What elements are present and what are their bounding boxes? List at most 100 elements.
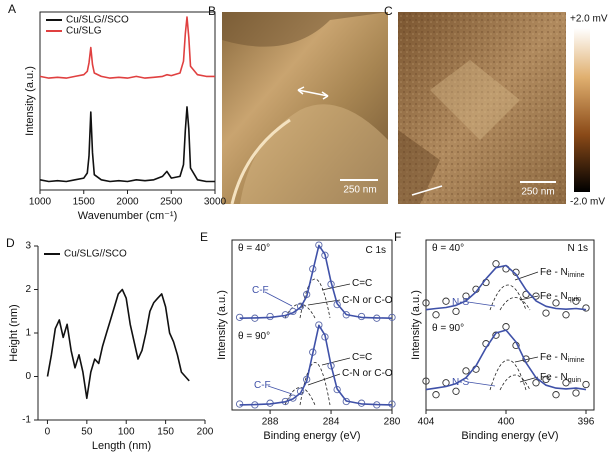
- data-point: [235, 400, 244, 408]
- x-tick-label: 0: [45, 427, 51, 438]
- panel-label: E: [200, 230, 208, 244]
- scale-bar-label: 250 nm: [521, 187, 554, 198]
- data-point: [462, 367, 470, 375]
- annotation-text: Fe - N: [540, 352, 568, 363]
- pointer: [321, 357, 351, 366]
- data-point: [562, 379, 570, 387]
- annotation: C=C: [352, 278, 372, 289]
- x-tick-label: 280: [384, 417, 401, 428]
- data-point: [289, 394, 297, 402]
- data-point: [452, 387, 460, 395]
- data-point: [552, 299, 560, 307]
- annotation-text: C-N or C-O: [342, 368, 393, 379]
- pointers: [264, 271, 539, 395]
- pointer: [519, 295, 539, 301]
- data-point: [235, 313, 244, 321]
- x-axis-label: Length (nm): [92, 440, 151, 452]
- x-tick-label: 404: [418, 417, 435, 428]
- annotation-text: θ = 90°: [432, 323, 464, 334]
- annotation: C 1s: [365, 245, 386, 256]
- colorbar-max: +2.0 mV: [570, 14, 608, 25]
- annotation: C-N or C-O: [342, 295, 393, 306]
- annotation-text: Fe - N: [540, 267, 568, 278]
- pointer: [519, 376, 539, 383]
- y-tick-label: 2: [25, 284, 31, 295]
- annotation-text: C 1s: [365, 245, 386, 256]
- y-axis-label: Intensity (a.u.): [24, 66, 36, 136]
- data-line: [239, 244, 393, 319]
- data-point: [296, 302, 305, 310]
- data-point: [296, 387, 305, 395]
- pointer: [307, 299, 341, 306]
- annotation-text: N 1s: [567, 243, 588, 254]
- annotation-text: Fe - N: [540, 291, 568, 302]
- data-point: [452, 307, 460, 316]
- component: [284, 387, 316, 406]
- component: [284, 303, 316, 319]
- data-point: [572, 297, 580, 305]
- component: [499, 374, 531, 391]
- domain: [430, 60, 520, 140]
- arrow-head: [297, 86, 329, 100]
- y-tick-label: 0: [25, 371, 31, 382]
- x-tick-label: 288: [262, 417, 279, 428]
- component: [489, 284, 527, 311]
- annotation-text: C=C: [352, 278, 372, 289]
- annotation: θ = 90°: [238, 331, 270, 342]
- colorbar-min: -2.0 mV: [570, 197, 605, 208]
- annotation: θ = 90°: [432, 323, 464, 334]
- pointer: [307, 373, 341, 386]
- data-line: [46, 288, 190, 400]
- x-axis-label: Wavenumber (cm⁻¹): [78, 210, 178, 222]
- panel-label: F: [394, 230, 401, 244]
- annotation-text: θ = 40°: [238, 243, 270, 254]
- annotation-subscript: imine: [568, 272, 585, 279]
- ridge: [230, 118, 291, 205]
- data-point: [582, 380, 590, 389]
- data-point: [542, 309, 550, 317]
- component: [489, 359, 527, 391]
- annotation: θ = 40°: [238, 243, 270, 254]
- component: [299, 278, 331, 319]
- annotation: N 1s: [567, 243, 588, 254]
- data-point: [432, 311, 440, 319]
- annotation-text: Fe - N: [540, 372, 568, 383]
- data-point: [582, 304, 590, 312]
- afm-image-b: 250 nm B: [208, 4, 388, 205]
- x-tick-label: 1000: [29, 197, 52, 208]
- data-point: [422, 377, 430, 385]
- data-point: [422, 299, 430, 307]
- x-tick-label: 50: [81, 427, 93, 438]
- annotation: Fe - Nimine: [540, 267, 585, 279]
- data-line: [425, 329, 587, 391]
- x-tick-label: 2000: [116, 197, 139, 208]
- pointer: [321, 283, 351, 291]
- x-tick-label: 3000: [204, 197, 227, 208]
- arrow: [411, 185, 443, 196]
- annotation: Fe - Nimine: [540, 352, 585, 364]
- x-axis-label: Binding energy (eV): [461, 430, 558, 442]
- colorbar: [574, 28, 590, 192]
- data-line: [239, 324, 393, 406]
- annotation: C=C: [352, 352, 372, 363]
- plot-frame: [425, 239, 595, 411]
- pointer: [514, 356, 539, 363]
- pointer: [264, 291, 293, 307]
- data-point: [562, 311, 570, 319]
- panel-label: A: [8, 2, 16, 16]
- data-point: [532, 379, 540, 387]
- x-tick-label: 400: [498, 417, 515, 428]
- scale-bar-label: 250 nm: [343, 185, 376, 196]
- annotation: Fe - Nquin: [540, 291, 581, 303]
- annotation: N-S: [452, 377, 470, 388]
- afm-image-c: 250 nm C +2.0 mV -2.0 mV: [384, 4, 608, 207]
- annotation-text: C-F: [254, 380, 271, 391]
- x-tick-label: 200: [197, 427, 214, 438]
- x-tick-label: 1500: [73, 197, 96, 208]
- domain: [398, 130, 440, 204]
- pointer: [467, 301, 496, 307]
- y-axis-label: Intensity (a.u.): [410, 290, 422, 360]
- x-tick-label: 2500: [160, 197, 183, 208]
- data-point: [462, 292, 470, 300]
- annotation-text: C-F: [252, 285, 269, 296]
